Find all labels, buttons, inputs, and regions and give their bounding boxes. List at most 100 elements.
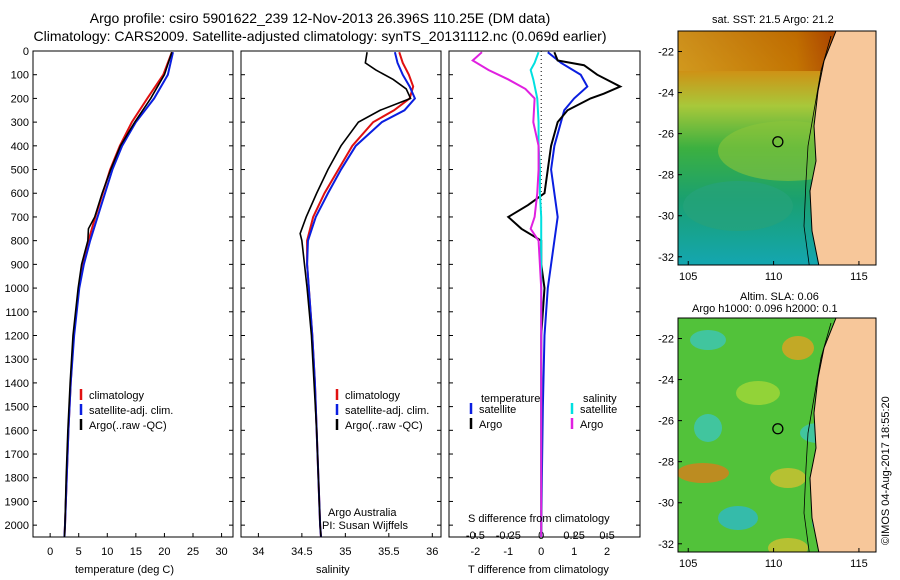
profile-panel-2: 34 34.5 35 35.5 36 climatology satellite-adj. … — [240, 50, 442, 558]
depth-tick-label: 700 — [11, 212, 29, 224]
s-tick-label: -0.5 — [466, 530, 485, 542]
lat-tick-label: -30 — [658, 498, 674, 510]
figure-title-line1: Argo profile: csiro 5901622_239 12-Nov-2… — [89, 10, 551, 26]
lon-tick-label: 110 — [765, 271, 783, 283]
lat-tick-label: -22 — [658, 47, 674, 59]
x-tick-label: -2 — [470, 546, 480, 558]
series-line-t-argo — [506, 51, 623, 537]
x-tick-label: 15 — [130, 546, 142, 558]
lat-tick-label: -22 — [658, 334, 674, 346]
lat-tick-label: -24 — [658, 375, 674, 387]
lon-tick-label: 105 — [679, 271, 697, 283]
legend-label-1: satellite-adj. clim. — [89, 405, 173, 417]
sla-anomaly-blob — [718, 506, 758, 530]
lon-tick-label: 115 — [850, 558, 868, 570]
sla-map-field — [678, 318, 876, 552]
series-line-argo-raw-qc- — [299, 52, 412, 538]
sst-map-field — [678, 31, 876, 265]
sla-map-title-line2: Argo h1000: 0.096 h2000: 0.1 — [692, 303, 838, 315]
sla-map-title-line1: Altim. SLA: 0.06 — [740, 291, 819, 303]
depth-tick-label: 1100 — [5, 307, 29, 319]
salinity-axis-label: salinity — [316, 564, 350, 576]
series-line-s-argo — [471, 51, 543, 537]
depth-tick-label: 100 — [11, 70, 29, 82]
legend-label-0: climatology — [89, 390, 145, 402]
x-tick-label: 34 — [252, 546, 264, 558]
x-tick-label: 35.5 — [378, 546, 399, 558]
difference-axis-label: T difference from climatology — [468, 564, 609, 576]
x-tick-label: -1 — [503, 546, 513, 558]
lat-tick-label: -28 — [658, 170, 674, 182]
figure-title-line2: Climatology: CARS2009. Satellite-adjuste… — [33, 28, 607, 44]
sst-land — [809, 31, 876, 265]
x-tick-label: 0 — [538, 546, 544, 558]
x-tick-label: 36 — [426, 546, 438, 558]
temperature-axis-label: temperature (deg C) — [75, 564, 175, 576]
lon-tick-label: 110 — [765, 558, 783, 570]
legend-label-2: Argo(..raw -QC) — [89, 420, 167, 432]
x-tick-label: 0 — [47, 546, 53, 558]
profile-panel-1: 0100200300400500600700800900100011001200… — [5, 46, 234, 558]
sla-anomaly-blob — [736, 381, 780, 405]
series-line-t-satellite — [540, 51, 589, 538]
depth-tick-label: 1000 — [5, 283, 29, 295]
depth-tick-label: 600 — [11, 188, 29, 200]
sla-anomaly-blob — [678, 463, 729, 483]
legend-label-2: Argo(..raw -QC) — [345, 420, 423, 432]
signature-line2: PI: Susan Wijffels — [322, 520, 408, 532]
sst-isobath — [803, 35, 832, 265]
lat-tick-label: -26 — [658, 129, 674, 141]
legend-t-argo-label: Argo — [479, 419, 502, 431]
float-location-marker — [772, 136, 784, 148]
x-tick-label: 35 — [339, 546, 351, 558]
lat-tick-label: -28 — [658, 457, 674, 469]
series-line-argo-raw-qc- — [63, 51, 173, 538]
sla-map: 105 110 115 -22 -24 -26 -28 -30 -32 — [658, 317, 877, 570]
sst-map-title: sat. SST: 21.5 Argo: 21.2 — [712, 14, 834, 26]
s-tick-label: 0.5 — [599, 530, 614, 542]
x-tick-label: 30 — [215, 546, 227, 558]
sst-map: 105 110 115 -22 -24 -26 -28 -30 -32 — [658, 30, 877, 283]
panel-frame — [240, 50, 442, 538]
float-location-marker — [772, 423, 784, 435]
x-tick-label: 10 — [101, 546, 113, 558]
s-difference-axis-label: S difference from climatology — [468, 513, 610, 525]
legend-s-argo-label: Argo — [580, 419, 603, 431]
lat-tick-label: -32 — [658, 539, 674, 551]
sst-map-frame — [677, 30, 877, 266]
lon-tick-label: 105 — [679, 558, 697, 570]
depth-tick-label: 1300 — [5, 354, 29, 366]
legend-title-temperature: temperature — [481, 393, 540, 405]
depth-tick-label: 1800 — [5, 473, 29, 485]
sla-anomaly-blob — [768, 538, 808, 552]
depth-tick-label: 300 — [11, 117, 29, 129]
sst-blob — [683, 181, 793, 231]
depth-tick-label: 1900 — [5, 496, 29, 508]
x-tick-label: 20 — [158, 546, 170, 558]
x-tick-label: 25 — [187, 546, 199, 558]
sla-isobath — [803, 322, 832, 552]
sla-anomaly-blob — [782, 336, 814, 360]
s-tick-label: 0.25 — [563, 530, 584, 542]
depth-tick-label: 800 — [11, 236, 29, 248]
x-tick-label: 1 — [571, 546, 577, 558]
sla-anomaly-blob — [694, 414, 722, 442]
credit-text: ©IMOS 04-Aug-2017 18:55:20 — [880, 396, 892, 545]
depth-tick-label: 2000 — [5, 520, 29, 532]
depth-tick-label: 1600 — [5, 425, 29, 437]
depth-tick-label: 1700 — [5, 449, 29, 461]
depth-tick-label: 0 — [23, 46, 29, 58]
depth-tick-label: 200 — [11, 93, 29, 105]
sla-map-frame — [677, 317, 877, 553]
depth-tick-label: 500 — [11, 165, 29, 177]
sla-anomaly-blob — [770, 468, 806, 488]
s-tick-label: -0.25 — [496, 530, 521, 542]
lat-tick-label: -26 — [658, 416, 674, 428]
legend-s-satellite-label: satellite — [580, 404, 617, 416]
x-tick-label: 5 — [76, 546, 82, 558]
lon-tick-label: 115 — [850, 271, 868, 283]
lat-tick-label: -32 — [658, 252, 674, 264]
x-tick-label: 2 — [604, 546, 610, 558]
